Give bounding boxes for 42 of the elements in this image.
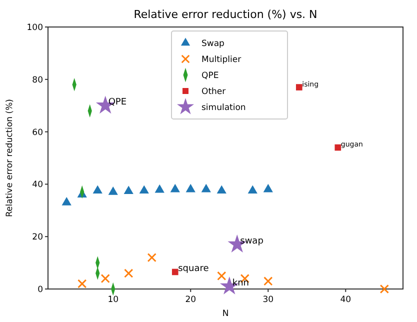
- point: [124, 268, 134, 278]
- x-axis-title: N: [222, 309, 229, 319]
- point: [170, 184, 180, 192]
- point: [100, 274, 110, 284]
- y-tick-label: 40: [32, 180, 43, 190]
- point: [264, 276, 273, 286]
- chart-title: Relative error reduction (%) vs. N: [134, 8, 318, 21]
- legend-label: Multiplier: [202, 55, 242, 65]
- point: [248, 185, 258, 194]
- point: [147, 252, 156, 262]
- x-tick-label: 10: [108, 295, 119, 305]
- y-tick-label: 80: [32, 75, 43, 86]
- y-tick-label: 0: [38, 285, 43, 295]
- point: [92, 185, 102, 194]
- annotation: swap: [240, 236, 264, 246]
- point: [216, 185, 226, 194]
- point: [186, 184, 196, 192]
- legend-label: Other: [202, 87, 226, 97]
- y-tick-label: 60: [32, 128, 43, 138]
- legend-label: QPE: [202, 71, 219, 81]
- point: [108, 186, 118, 195]
- legend-label: Swap: [202, 39, 224, 49]
- annotation: QPE: [108, 98, 127, 108]
- point: [139, 185, 149, 194]
- point: [154, 184, 164, 193]
- point: [172, 268, 178, 276]
- point: [78, 279, 87, 288]
- y-tick-label: 20: [32, 232, 43, 243]
- legend-label: simulation: [202, 103, 246, 113]
- point: [217, 271, 226, 280]
- point: [201, 184, 211, 192]
- annotation: knn: [232, 278, 249, 288]
- point: [380, 284, 389, 294]
- point: [62, 196, 72, 206]
- x-tick-label: 40: [340, 295, 352, 305]
- x-tick-label: 20: [185, 295, 196, 305]
- annotation: square: [178, 264, 210, 274]
- y-axis-title: Relative error reduction (%): [5, 99, 15, 217]
- point: [124, 186, 134, 194]
- point: [263, 184, 273, 192]
- y-tick-label: 100: [26, 23, 43, 33]
- x-tick-label: 30: [262, 295, 274, 305]
